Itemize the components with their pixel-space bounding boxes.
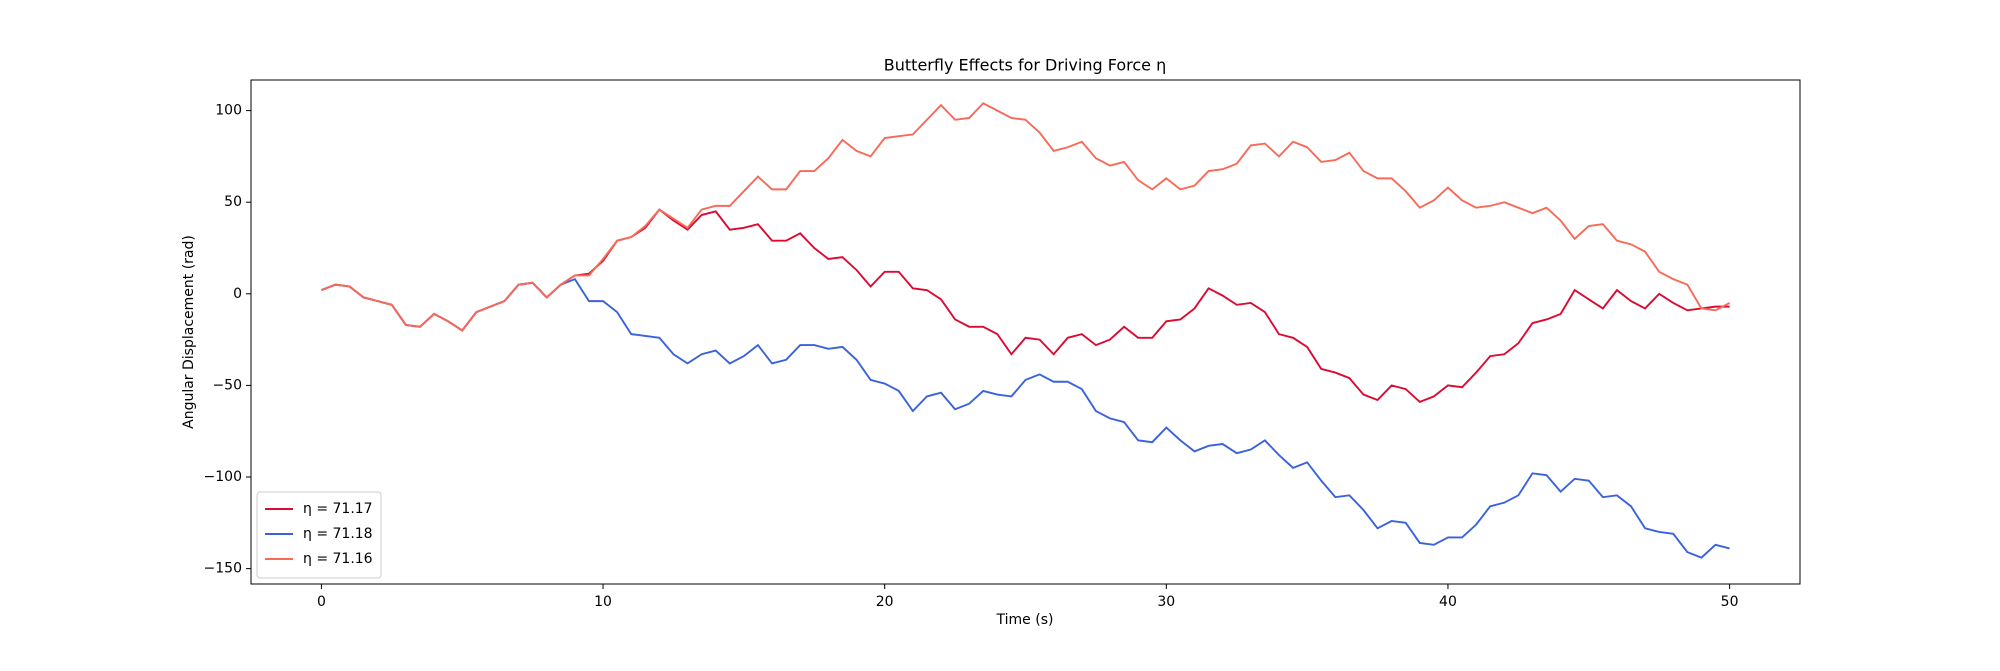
series-line	[321, 208, 1730, 403]
x-tick-label: 20	[876, 594, 894, 610]
series-line	[321, 277, 1730, 559]
y-tick-label: −100	[204, 469, 242, 485]
y-axis-label: Angular Displacement (rad)	[181, 235, 197, 429]
x-axis-label: Time (s)	[996, 612, 1054, 628]
x-tick-label: 10	[594, 594, 612, 610]
y-tick-label: 0	[233, 286, 242, 302]
series-line	[321, 102, 1731, 332]
legend-label: η = 71.16	[303, 551, 373, 567]
x-tick-label: 30	[1157, 594, 1175, 610]
x-tick-label: 50	[1721, 594, 1739, 610]
x-tick-label: 0	[317, 594, 326, 610]
chart-title: Butterfly Effects for Driving Force η	[884, 56, 1166, 75]
x-tick-label: 40	[1439, 594, 1457, 610]
y-tick-label: −50	[212, 377, 242, 393]
legend-box	[256, 491, 382, 579]
y-tick-label: 50	[224, 194, 242, 210]
y-tick-label: −150	[204, 561, 242, 577]
y-tick-label: 100	[215, 103, 242, 119]
legend-label: η = 71.17	[303, 501, 373, 517]
legend-label: η = 71.18	[303, 526, 373, 542]
plot-frame	[250, 79, 1801, 585]
